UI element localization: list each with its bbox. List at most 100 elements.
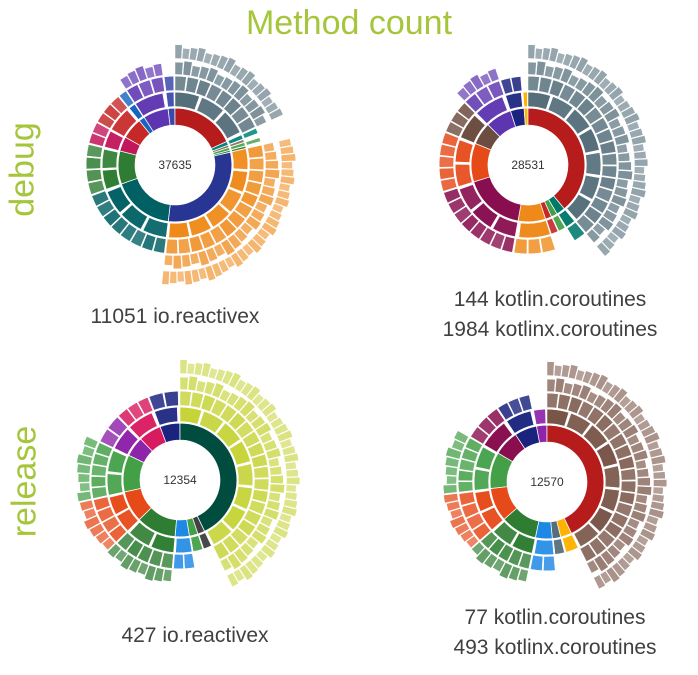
ring-3-arc bbox=[445, 466, 458, 476]
ring-2-arc bbox=[234, 201, 253, 219]
ring-2-arc bbox=[173, 554, 184, 570]
ring-4-arc bbox=[221, 369, 234, 386]
ring-2-arc bbox=[243, 509, 262, 527]
sunburst-segment bbox=[179, 359, 301, 588]
ring-3-arc bbox=[76, 463, 91, 474]
ring-4-arc bbox=[232, 568, 246, 583]
ring-3-arc bbox=[144, 66, 156, 79]
ring-4-arc bbox=[250, 554, 264, 569]
ring-4-arc bbox=[611, 562, 626, 577]
ring-2-arc bbox=[620, 468, 637, 481]
ring-3-arc bbox=[453, 430, 469, 444]
ring-4-arc bbox=[169, 271, 177, 284]
sunburst-segment bbox=[161, 138, 296, 286]
ring-2-arc bbox=[595, 414, 614, 433]
ring-1-arc bbox=[165, 91, 175, 108]
ring-3-arc bbox=[205, 246, 219, 263]
ring-1-arc bbox=[219, 188, 243, 213]
ring-4-arc bbox=[234, 378, 247, 393]
sunburst-svg-0: 37635 bbox=[85, 44, 296, 286]
ring-4-arc bbox=[632, 143, 645, 153]
ring-4-arc bbox=[651, 493, 665, 503]
ring-4-arc bbox=[631, 180, 647, 190]
ring-2-arc bbox=[558, 84, 576, 103]
ring-3-arc bbox=[264, 151, 278, 161]
ring-4-arc bbox=[626, 121, 640, 132]
ring-3-arc bbox=[250, 529, 268, 545]
ring-4-arc bbox=[286, 477, 301, 485]
center-circle bbox=[136, 126, 214, 204]
ring-3-arc bbox=[245, 409, 260, 424]
sunburst-segment bbox=[186, 517, 204, 552]
ring-4-arc bbox=[272, 525, 289, 539]
sunburst-segment bbox=[119, 63, 171, 132]
ring-2-arc bbox=[479, 227, 496, 246]
ring-3-arc bbox=[636, 485, 652, 496]
ring-3-arc bbox=[239, 221, 254, 236]
center-total-value: 12570 bbox=[530, 475, 564, 489]
ring-1-arc bbox=[505, 92, 523, 110]
ring-2-arc bbox=[126, 84, 144, 103]
ring-1-arc bbox=[527, 91, 551, 110]
ring-2-arc bbox=[160, 552, 174, 569]
ring-0-arc bbox=[179, 422, 238, 532]
ring-3-arc bbox=[257, 193, 275, 207]
ring-4-arc bbox=[285, 469, 299, 478]
ring-1-arc bbox=[129, 412, 158, 439]
ring-2-arc bbox=[242, 128, 259, 139]
ring-4-arc bbox=[260, 544, 276, 559]
ring-2-arc bbox=[443, 188, 461, 204]
ring-3-arc bbox=[77, 473, 90, 483]
ring-2-arc bbox=[557, 393, 571, 411]
ring-3-arc bbox=[239, 400, 256, 418]
ring-3-arc bbox=[239, 542, 255, 557]
ring-3-arc bbox=[635, 494, 648, 505]
ring-3-arc bbox=[600, 549, 616, 566]
ring-4-arc bbox=[251, 82, 266, 97]
ring-2-arc bbox=[165, 238, 178, 255]
ring-4-arc bbox=[555, 52, 566, 65]
ring-3-arc bbox=[637, 477, 651, 487]
ring-4-arc bbox=[224, 255, 236, 269]
ring-3-arc bbox=[76, 453, 93, 466]
ring-4-arc bbox=[546, 361, 555, 376]
ring-1-arc bbox=[101, 148, 119, 169]
ring-2-arc bbox=[126, 539, 144, 558]
ring-1-arc bbox=[198, 532, 212, 550]
ring-3-arc bbox=[632, 501, 648, 514]
caption-debug-right: 144 kotlin.coroutines 1984 kotlinx.corou… bbox=[405, 285, 695, 345]
ring-2-arc bbox=[470, 426, 489, 445]
ring-2-arc bbox=[584, 106, 603, 125]
ring-2-arc bbox=[249, 157, 265, 171]
ring-2-arc bbox=[237, 116, 256, 134]
ring-2-arc bbox=[120, 223, 138, 242]
ring-2-arc bbox=[599, 140, 617, 155]
sunburst-segment bbox=[527, 44, 649, 257]
center-circle bbox=[141, 441, 219, 519]
ring-1-arc bbox=[233, 486, 253, 510]
ring-1-arc bbox=[589, 507, 613, 533]
ring-3-arc bbox=[89, 523, 105, 538]
ring-4-arc bbox=[256, 87, 272, 102]
ring-1-arc bbox=[547, 96, 574, 120]
ring-4-arc bbox=[562, 53, 574, 67]
ring-4-arc bbox=[179, 359, 188, 374]
ring-2-arc bbox=[185, 76, 200, 94]
sunburst-segment bbox=[550, 520, 565, 555]
ring-2-arc bbox=[595, 186, 614, 203]
ring-3-arc bbox=[554, 377, 566, 394]
ring-1-arc bbox=[135, 92, 166, 117]
sunburst-release-left: 12354 bbox=[50, 350, 310, 610]
ring-2-arc bbox=[461, 214, 480, 232]
ring-3-arc bbox=[632, 449, 649, 462]
ring-1-arc bbox=[579, 175, 600, 200]
ring-1-arc bbox=[475, 446, 496, 471]
ring-2-arc bbox=[472, 522, 492, 541]
ring-3-arc bbox=[83, 507, 97, 520]
ring-3-arc bbox=[83, 515, 101, 530]
ring-4-arc bbox=[630, 187, 647, 199]
ring-1-arc bbox=[600, 488, 620, 512]
ring-3-arc bbox=[203, 380, 216, 396]
ring-2-arc bbox=[90, 476, 106, 488]
sunburst-segment bbox=[438, 132, 492, 192]
